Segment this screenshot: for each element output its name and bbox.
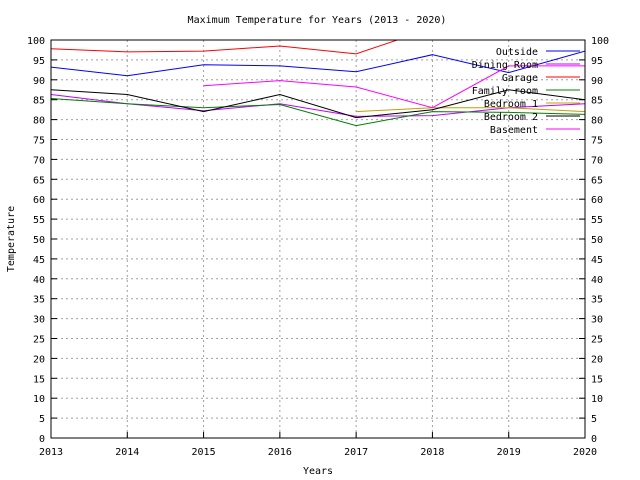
x-tick-label: 2016 bbox=[268, 447, 292, 458]
y2-tick-label: 85 bbox=[591, 96, 603, 107]
y-tick-label: 100 bbox=[27, 36, 45, 47]
legend-label-bedroom-1: Bedroom 1 bbox=[484, 99, 538, 110]
x-tick-label: 2013 bbox=[39, 447, 63, 458]
y2-tick-label: 35 bbox=[591, 295, 603, 306]
legend-label-basement: Basement bbox=[490, 125, 538, 136]
legend-label-outside: Outside bbox=[496, 47, 538, 58]
y-tick-label: 50 bbox=[33, 235, 45, 246]
series-line-family-room bbox=[51, 98, 585, 127]
y-tick-label: 35 bbox=[33, 295, 45, 306]
legend-label-garage: Garage bbox=[502, 73, 538, 84]
y-tick-label: 85 bbox=[33, 96, 45, 107]
y-tick-label: 80 bbox=[33, 116, 45, 127]
y2-tick-label: 60 bbox=[591, 195, 603, 206]
x-tick-label: 2018 bbox=[420, 447, 444, 458]
y2-tick-label: 65 bbox=[591, 175, 603, 186]
y2-tick-label: 30 bbox=[591, 315, 603, 326]
y-tick-label: 60 bbox=[33, 195, 45, 206]
y2-tick-label: 90 bbox=[591, 76, 603, 87]
y2-tick-label: 75 bbox=[591, 136, 603, 147]
y2-tick-label: 80 bbox=[591, 116, 603, 127]
y2-tick-label: 40 bbox=[591, 275, 603, 286]
y2-tick-label: 70 bbox=[591, 155, 603, 166]
legend-label-bedroom-2: Bedroom 2 bbox=[484, 112, 538, 123]
grid bbox=[51, 40, 585, 438]
y-axis-label: Temperature bbox=[6, 206, 17, 272]
y2-tick-label: 50 bbox=[591, 235, 603, 246]
series-lines bbox=[51, 40, 585, 127]
y-tick-label: 0 bbox=[39, 434, 45, 445]
y-tick-label: 5 bbox=[39, 414, 45, 425]
y2-tick-label: 10 bbox=[591, 394, 603, 405]
y2-tick-label: 100 bbox=[591, 36, 609, 47]
y2-tick-label: 20 bbox=[591, 354, 603, 365]
y-tick-label: 30 bbox=[33, 315, 45, 326]
y-tick-label: 70 bbox=[33, 155, 45, 166]
y-tick-label: 65 bbox=[33, 175, 45, 186]
y-tick-label: 20 bbox=[33, 354, 45, 365]
x-tick-label: 2019 bbox=[497, 447, 521, 458]
y-tick-label: 15 bbox=[33, 374, 45, 385]
y-tick-label: 10 bbox=[33, 394, 45, 405]
x-tick-label: 2017 bbox=[344, 447, 368, 458]
x-tick-label: 2020 bbox=[573, 447, 597, 458]
y2-tick-label: 95 bbox=[591, 56, 603, 67]
y-tick-label: 90 bbox=[33, 76, 45, 87]
series-line-basement bbox=[203, 65, 585, 109]
legend-label-dining-room: Dining Room bbox=[472, 60, 538, 71]
series-line-bedroom-1 bbox=[356, 107, 585, 113]
y2-tick-label: 15 bbox=[591, 374, 603, 385]
y2-tick-label: 0 bbox=[591, 434, 597, 445]
y-tick-label: 55 bbox=[33, 215, 45, 226]
y-tick-label: 95 bbox=[33, 56, 45, 67]
series-line-garage bbox=[51, 40, 399, 55]
x-tick-label: 2014 bbox=[115, 447, 139, 458]
x-tick-label: 2015 bbox=[192, 447, 216, 458]
y-tick-label: 25 bbox=[33, 335, 45, 346]
y-tick-label: 40 bbox=[33, 275, 45, 286]
legend-label-family-room: Family room bbox=[472, 86, 538, 97]
y2-tick-label: 5 bbox=[591, 414, 597, 425]
y2-tick-label: 55 bbox=[591, 215, 603, 226]
series-line-bedroom-2 bbox=[51, 89, 585, 119]
y-tick-label: 45 bbox=[33, 255, 45, 266]
y2-tick-label: 25 bbox=[591, 335, 603, 346]
chart-title: Maximum Temperature for Years (2013 - 20… bbox=[188, 15, 447, 26]
x-axis-label: Years bbox=[303, 466, 333, 477]
series-line-dining-room bbox=[51, 94, 585, 117]
y2-tick-label: 45 bbox=[591, 255, 603, 266]
series-line-outside bbox=[51, 50, 585, 77]
y-tick-label: 75 bbox=[33, 136, 45, 147]
legend: Outside Dining Room Garage Family room Bedro… bbox=[472, 47, 580, 136]
